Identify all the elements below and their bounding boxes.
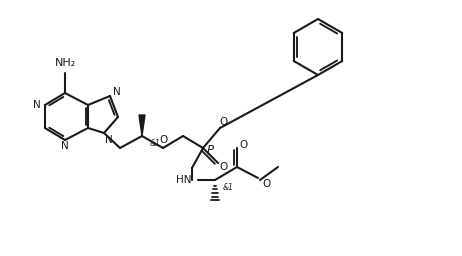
Text: N: N (105, 135, 113, 145)
Text: O: O (220, 117, 228, 127)
Text: N: N (61, 141, 69, 151)
Text: O: O (219, 162, 227, 172)
Text: HN: HN (176, 175, 192, 185)
Polygon shape (139, 115, 145, 136)
Text: O: O (262, 179, 270, 189)
Text: N: N (113, 87, 121, 97)
Text: N: N (33, 100, 41, 110)
Text: &1: &1 (223, 184, 234, 193)
Text: P: P (207, 144, 213, 156)
Text: NH₂: NH₂ (55, 58, 76, 68)
Text: O: O (159, 135, 167, 145)
Text: &1: &1 (150, 140, 161, 148)
Text: O: O (240, 140, 248, 150)
